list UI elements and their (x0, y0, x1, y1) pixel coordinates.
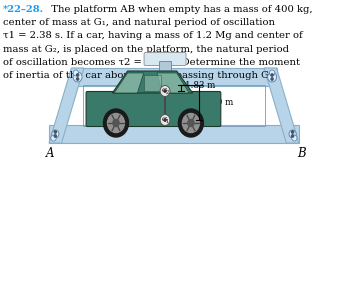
Text: 2.50 m: 2.50 m (203, 98, 233, 107)
FancyBboxPatch shape (159, 61, 171, 84)
Circle shape (77, 74, 79, 76)
Circle shape (289, 130, 296, 138)
Circle shape (188, 120, 194, 126)
Circle shape (73, 70, 78, 76)
Text: B: B (297, 147, 306, 160)
Circle shape (160, 85, 170, 96)
Polygon shape (112, 71, 193, 93)
Text: A: A (45, 147, 54, 160)
Text: 2: 2 (166, 90, 169, 95)
Text: 1: 1 (166, 119, 169, 124)
Text: G: G (162, 117, 167, 121)
Circle shape (113, 120, 119, 126)
FancyBboxPatch shape (144, 75, 161, 91)
Circle shape (52, 130, 59, 138)
Circle shape (271, 78, 273, 80)
Circle shape (183, 114, 200, 132)
Polygon shape (157, 73, 189, 93)
FancyBboxPatch shape (71, 68, 277, 86)
Text: G: G (162, 88, 167, 92)
Text: The platform AB when empty has a mass of 400 kg,: The platform AB when empty has a mass of… (45, 5, 312, 14)
Polygon shape (264, 68, 299, 143)
Circle shape (73, 72, 82, 82)
Circle shape (271, 74, 273, 76)
Text: of oscillation becomes τ2 = 3.16 s. Determine the moment: of oscillation becomes τ2 = 3.16 s. Dete… (3, 58, 300, 67)
Circle shape (54, 131, 56, 133)
Circle shape (108, 114, 125, 132)
Circle shape (160, 114, 170, 125)
Circle shape (162, 79, 168, 85)
Text: *22–28.: *22–28. (3, 5, 44, 14)
FancyBboxPatch shape (86, 91, 221, 126)
Circle shape (291, 135, 294, 137)
FancyBboxPatch shape (49, 125, 299, 143)
Text: O: O (160, 88, 168, 97)
Circle shape (178, 109, 203, 137)
Polygon shape (114, 73, 144, 93)
Circle shape (269, 70, 275, 76)
Circle shape (292, 135, 297, 141)
FancyBboxPatch shape (144, 53, 186, 65)
Circle shape (164, 90, 166, 92)
Circle shape (268, 72, 277, 82)
Text: 1.83 m: 1.83 m (185, 80, 215, 89)
Polygon shape (49, 68, 84, 143)
Circle shape (291, 131, 294, 133)
Circle shape (103, 109, 128, 137)
Text: mass at G₂, is placed on the platform, the natural period: mass at G₂, is placed on the platform, t… (3, 45, 289, 54)
Circle shape (51, 135, 56, 141)
Text: center of mass at G₁, and natural period of oscillation: center of mass at G₁, and natural period… (3, 18, 275, 27)
Text: τ1 = 2.38 s. If a car, having a mass of 1.2 Mg and center of: τ1 = 2.38 s. If a car, having a mass of … (3, 32, 303, 40)
Circle shape (77, 78, 79, 80)
Text: of inertia of the car about an axis passing through G₂.: of inertia of the car about an axis pass… (3, 71, 276, 80)
Circle shape (54, 135, 56, 137)
Circle shape (164, 119, 166, 121)
